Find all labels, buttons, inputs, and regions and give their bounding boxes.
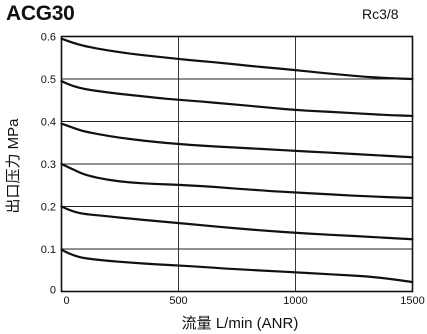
- series-line-4: [60, 162, 414, 200]
- x-tick-label: 1000: [283, 295, 307, 307]
- y-tick-label: 0.4: [41, 117, 56, 129]
- x-tick-label: 0: [63, 295, 69, 307]
- y-tick-label: 0.5: [41, 74, 56, 86]
- y-tick-label: 0.6: [41, 32, 56, 44]
- y-tick-label: 0.2: [41, 202, 56, 214]
- series-line-2: [60, 80, 414, 118]
- series-line-1: [60, 37, 414, 81]
- port-size-label: Rc3/8: [362, 6, 399, 22]
- y-tick-label: 0.3: [41, 159, 56, 171]
- series-line-6: [60, 248, 414, 284]
- series-line-5: [60, 205, 414, 241]
- x-tick-label: 500: [169, 295, 187, 307]
- y-axis-label: 出口压力 MPa: [5, 118, 22, 214]
- series-lines: [60, 37, 414, 284]
- series-line-3: [60, 122, 414, 159]
- y-tick-label: 0.1: [41, 244, 56, 256]
- tick-labels: 0 500 1000 1500 0 0.1 0.2 0.3 0.4 0.5 0.6: [41, 32, 425, 308]
- model-title: ACG30: [6, 2, 75, 25]
- y-tick-label: 0: [50, 285, 56, 297]
- x-axis-label: 流量 L/min (ANR): [182, 315, 299, 332]
- x-tick-label: 1500: [400, 295, 424, 307]
- grid-lines: [61, 36, 413, 292]
